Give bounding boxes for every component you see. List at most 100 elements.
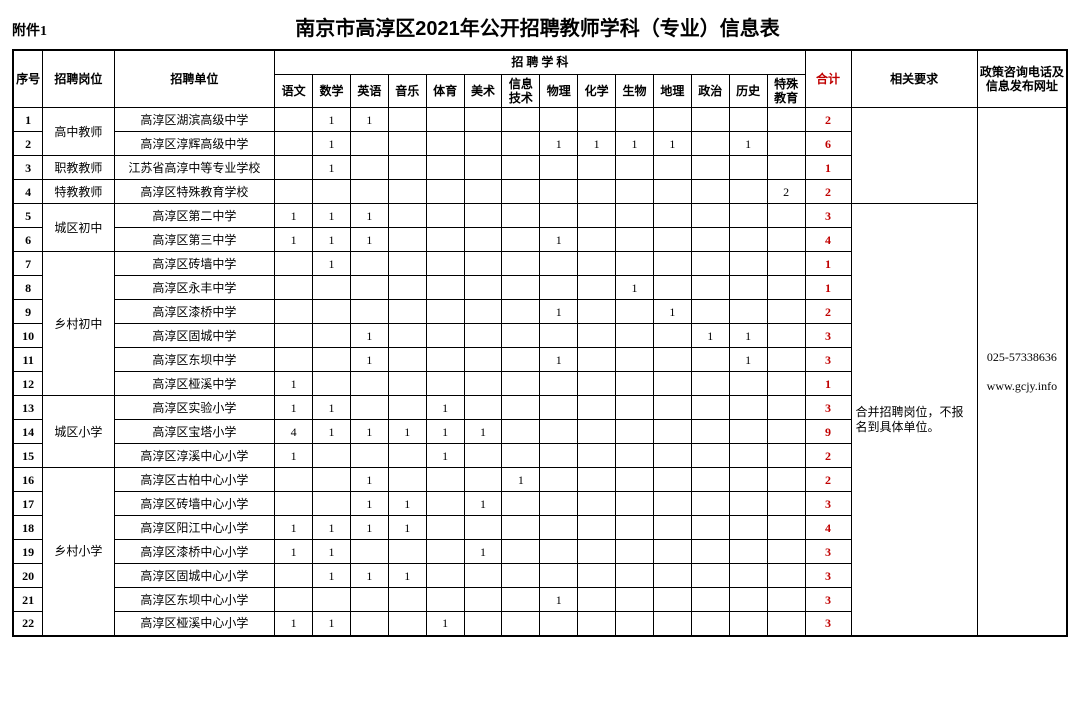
cell-value bbox=[767, 324, 805, 348]
cell-value: 1 bbox=[540, 588, 578, 612]
cell-value bbox=[767, 300, 805, 324]
cell-seq: 15 bbox=[13, 444, 43, 468]
cell-value: 1 bbox=[350, 204, 388, 228]
cell-total: 4 bbox=[805, 228, 851, 252]
cell-post: 高中教师 bbox=[43, 108, 114, 156]
cell-value bbox=[616, 108, 654, 132]
cell-value bbox=[350, 396, 388, 420]
cell-value: 1 bbox=[313, 108, 351, 132]
cell-total: 3 bbox=[805, 564, 851, 588]
cell-value bbox=[578, 588, 616, 612]
cell-value bbox=[426, 228, 464, 252]
cell-value bbox=[653, 372, 691, 396]
cell-value bbox=[464, 396, 502, 420]
cell-value bbox=[502, 612, 540, 636]
cell-value bbox=[350, 132, 388, 156]
cell-value: 1 bbox=[426, 396, 464, 420]
cell-seq: 22 bbox=[13, 612, 43, 636]
cell-value bbox=[464, 276, 502, 300]
cell-value bbox=[653, 156, 691, 180]
cell-total: 3 bbox=[805, 540, 851, 564]
page-title: 南京市高淳区2021年公开招聘教师学科（专业）信息表 bbox=[7, 12, 1068, 41]
cell-value: 1 bbox=[616, 132, 654, 156]
cell-value bbox=[616, 564, 654, 588]
cell-unit: 高淳区固城中心小学 bbox=[114, 564, 275, 588]
cell-value bbox=[578, 444, 616, 468]
cell-value: 1 bbox=[729, 348, 767, 372]
cell-value: 1 bbox=[350, 492, 388, 516]
cell-value bbox=[729, 540, 767, 564]
cell-unit: 高淳区永丰中学 bbox=[114, 276, 275, 300]
cell-value bbox=[464, 612, 502, 636]
cell-value: 1 bbox=[729, 132, 767, 156]
cell-post: 城区小学 bbox=[43, 396, 114, 468]
cell-value bbox=[540, 108, 578, 132]
cell-total: 6 bbox=[805, 132, 851, 156]
cell-value bbox=[502, 108, 540, 132]
recruitment-table: 序号招聘岗位招聘单位招 聘 学 科合计相关要求政策咨询电话及信息发布网址语文数学… bbox=[12, 49, 1068, 637]
cell-value bbox=[275, 300, 313, 324]
cell-value bbox=[653, 348, 691, 372]
cell-value: 1 bbox=[350, 420, 388, 444]
cell-value bbox=[540, 516, 578, 540]
cell-value bbox=[464, 252, 502, 276]
col-subject: 信息技术 bbox=[502, 74, 540, 108]
cell-total: 3 bbox=[805, 588, 851, 612]
cell-value bbox=[578, 540, 616, 564]
cell-value bbox=[729, 276, 767, 300]
cell-value bbox=[729, 252, 767, 276]
col-post: 招聘岗位 bbox=[43, 50, 114, 108]
cell-value bbox=[729, 588, 767, 612]
cell-req bbox=[851, 108, 977, 204]
cell-value bbox=[350, 612, 388, 636]
cell-value bbox=[691, 204, 729, 228]
cell-value bbox=[653, 396, 691, 420]
cell-value bbox=[275, 252, 313, 276]
cell-value bbox=[653, 492, 691, 516]
cell-value bbox=[578, 612, 616, 636]
cell-value bbox=[540, 276, 578, 300]
cell-value bbox=[616, 372, 654, 396]
cell-seq: 12 bbox=[13, 372, 43, 396]
cell-value bbox=[464, 564, 502, 588]
cell-value bbox=[578, 396, 616, 420]
cell-value bbox=[464, 180, 502, 204]
cell-value bbox=[691, 564, 729, 588]
cell-unit: 高淳区桠溪中心小学 bbox=[114, 612, 275, 636]
cell-seq: 16 bbox=[13, 468, 43, 492]
cell-value bbox=[578, 348, 616, 372]
cell-value bbox=[578, 228, 616, 252]
cell-value bbox=[767, 588, 805, 612]
cell-value bbox=[578, 300, 616, 324]
cell-value bbox=[653, 276, 691, 300]
cell-value: 1 bbox=[540, 228, 578, 252]
cell-value bbox=[691, 132, 729, 156]
cell-value bbox=[729, 612, 767, 636]
table-row: 1高中教师高淳区湖滨高级中学112025-57338636www.gcjy.in… bbox=[13, 108, 1067, 132]
cell-value bbox=[275, 276, 313, 300]
cell-value: 1 bbox=[275, 444, 313, 468]
cell-value bbox=[540, 444, 578, 468]
cell-total: 3 bbox=[805, 492, 851, 516]
cell-value bbox=[388, 108, 426, 132]
cell-value bbox=[767, 516, 805, 540]
cell-value bbox=[616, 396, 654, 420]
cell-value bbox=[388, 348, 426, 372]
col-subject: 化学 bbox=[578, 74, 616, 108]
cell-value: 1 bbox=[540, 132, 578, 156]
cell-value: 1 bbox=[350, 348, 388, 372]
cell-value: 1 bbox=[388, 516, 426, 540]
cell-total: 3 bbox=[805, 612, 851, 636]
cell-value bbox=[388, 540, 426, 564]
cell-value bbox=[313, 588, 351, 612]
cell-unit: 高淳区东坝中学 bbox=[114, 348, 275, 372]
cell-value bbox=[691, 396, 729, 420]
cell-value bbox=[691, 156, 729, 180]
cell-value bbox=[388, 324, 426, 348]
cell-value bbox=[502, 348, 540, 372]
cell-value bbox=[653, 228, 691, 252]
cell-value bbox=[653, 180, 691, 204]
cell-total: 3 bbox=[805, 348, 851, 372]
cell-value bbox=[653, 540, 691, 564]
cell-value bbox=[464, 324, 502, 348]
